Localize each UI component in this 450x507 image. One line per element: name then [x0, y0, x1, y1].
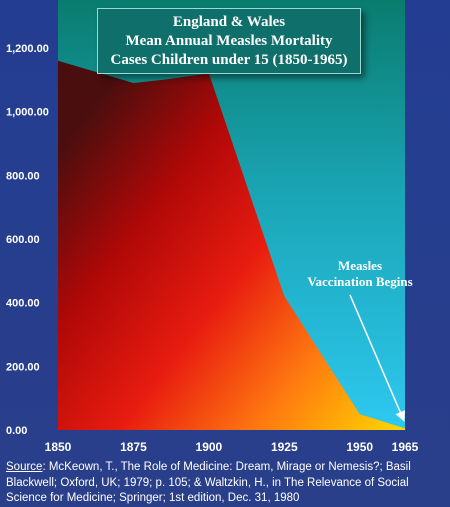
- x-tick-label: 1900: [196, 440, 223, 454]
- x-axis: 1850 1875 1900 1925 1950 1965: [45, 440, 419, 454]
- mortality-area: [58, 60, 405, 430]
- y-axis: 0.00 200.00 400.00 600.00 800.00 1,000.00 1,20…: [6, 43, 49, 437]
- y-tick-label: 200.00: [6, 361, 40, 373]
- source-citation: Source: McKeown, T., The Role of Medicin…: [6, 460, 446, 507]
- source-text: : McKeown, T., The Role of Medicine: Dre…: [6, 461, 411, 504]
- y-tick-label: 0.00: [6, 425, 27, 437]
- y-tick-label: 400.00: [6, 298, 40, 310]
- x-tick-label: 1950: [346, 440, 373, 454]
- x-tick-label: 1965: [392, 440, 419, 454]
- annotation-arrow: [349, 294, 406, 422]
- annotation-text: Vaccination Begins: [307, 274, 412, 289]
- x-tick-label: 1850: [45, 440, 72, 454]
- y-tick-label: 1,200.00: [6, 43, 49, 55]
- y-tick-label: 1,000.00: [6, 107, 49, 119]
- source-label: Source: [6, 461, 43, 473]
- y-tick-label: 600.00: [6, 234, 40, 246]
- title-line: England & Wales: [172, 13, 286, 30]
- annotation-text: Measles: [338, 258, 382, 273]
- chart-title: England & Wales Mean Annual Measles Mort…: [97, 8, 361, 74]
- title-line: Mean Annual Measles Mortality: [125, 32, 333, 49]
- x-tick-label: 1925: [271, 440, 298, 454]
- x-tick-label: 1875: [120, 440, 147, 454]
- y-tick-label: 800.00: [6, 170, 40, 182]
- title-line: Cases Children under 15 (1850-1965): [110, 51, 348, 68]
